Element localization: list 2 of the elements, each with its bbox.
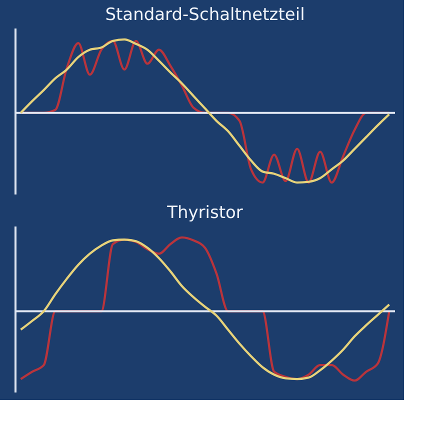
chart-title: Standard-Schaltnetzteil [105, 5, 305, 25]
chart-title: Thyristor [166, 203, 243, 223]
